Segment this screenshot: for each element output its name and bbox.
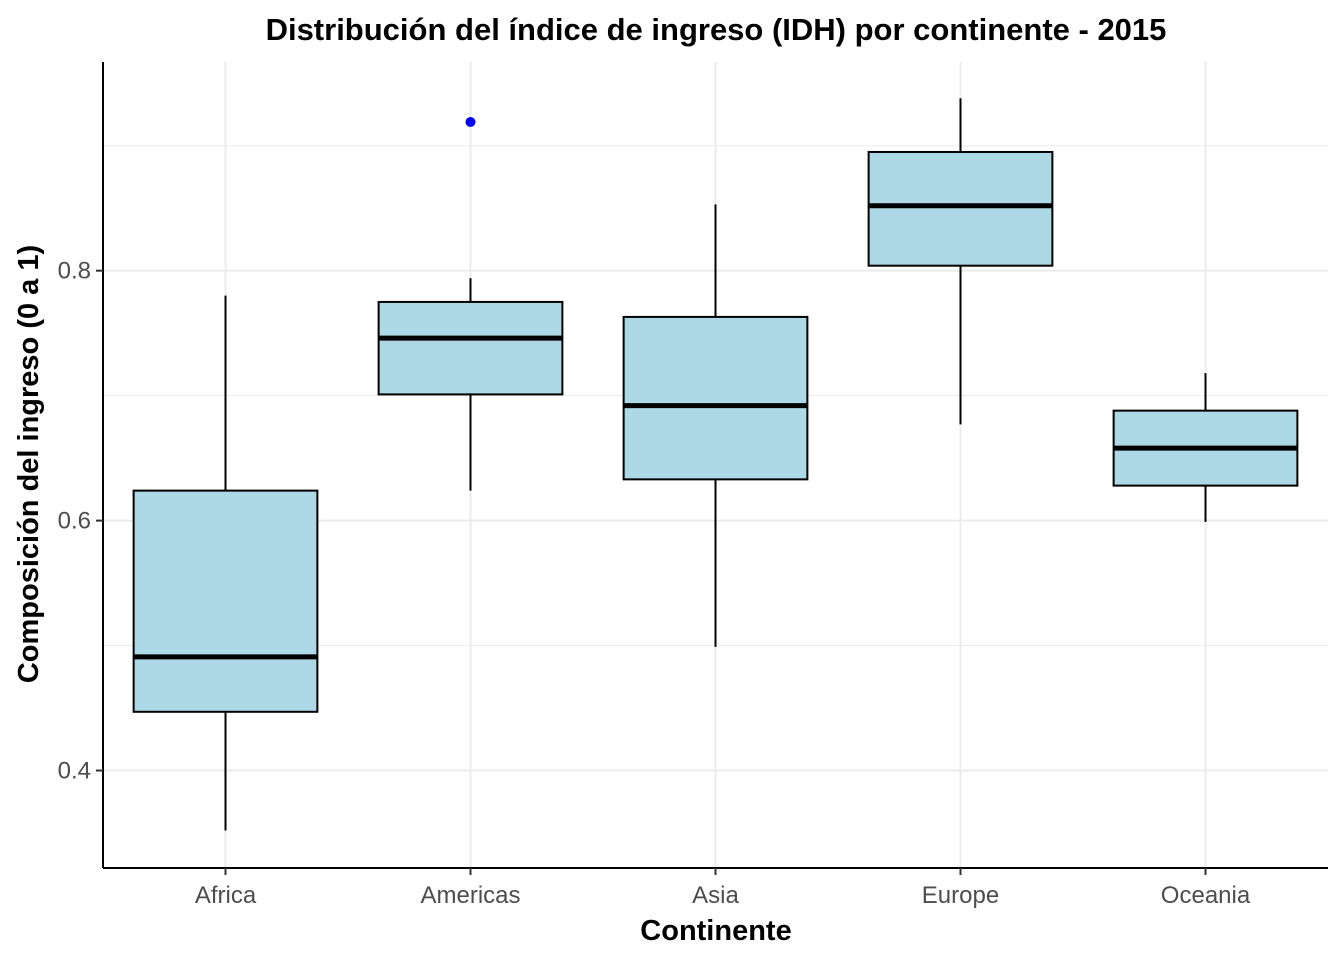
- box-iqr: [622, 315, 809, 481]
- x-tick-label: Africa: [195, 882, 257, 909]
- tick-layer: 0.4 0.6 0.8 Africa Americas Asia Europe Oceania: [58, 258, 1251, 909]
- box-layer: [132, 98, 1299, 831]
- box-europe: [867, 98, 1054, 425]
- y-tick-label: 0.4: [58, 758, 91, 785]
- box-asia: [622, 204, 809, 647]
- x-tick-label: Americas: [420, 882, 520, 909]
- x-tick-label: Asia: [692, 882, 739, 909]
- x-tick-label: Oceania: [1161, 882, 1251, 909]
- outlier-point: [465, 116, 476, 127]
- box-americas: [377, 116, 564, 491]
- box-iqr: [377, 300, 564, 396]
- y-axis-title: Composición del ingreso (0 a 1): [13, 245, 45, 683]
- box-iqr: [132, 489, 319, 713]
- x-axis-title: Continente: [640, 915, 791, 947]
- y-tick-label: 0.6: [58, 508, 91, 535]
- x-tick-label: Europe: [922, 882, 999, 909]
- y-tick-label: 0.8: [58, 258, 91, 285]
- box-iqr: [867, 150, 1054, 267]
- box-africa: [132, 295, 319, 831]
- box-oceania: [1112, 373, 1299, 522]
- chart-title: Distribución del índice de ingreso (IDH)…: [266, 12, 1167, 47]
